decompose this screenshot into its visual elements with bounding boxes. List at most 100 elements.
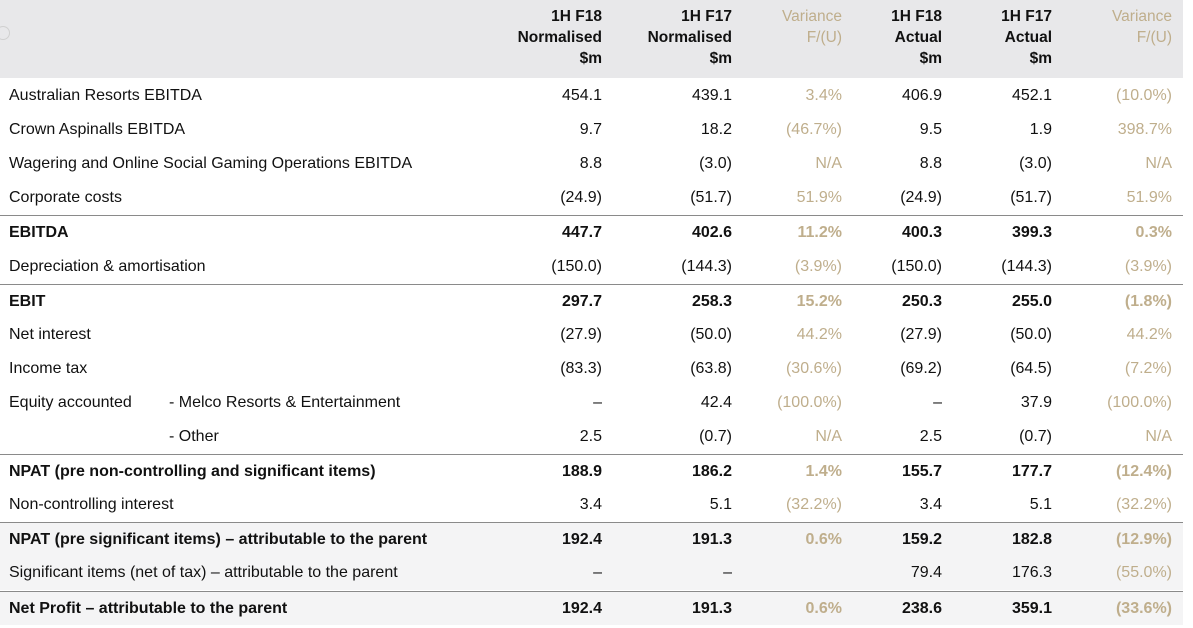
cell-f17-actual: 176.3 [1011, 564, 1052, 582]
cell-variance-actual: (1.8%) [1124, 292, 1172, 310]
cell-f17-normalised: 191.3 [691, 599, 732, 617]
header-1h-f18-normalised: 1H F18 Normalised $m [517, 8, 602, 67]
header-1h-f17-normalised: 1H F17 Normalised $m [647, 8, 732, 67]
cell-f17-actual: (0.7) [1019, 428, 1052, 445]
row-label: Income tax [9, 359, 88, 377]
cell-f17-normalised: 439.1 [691, 87, 732, 104]
table-row: NPAT (pre non-controlling and significan… [0, 454, 1183, 488]
table-row: Net Profit – attributable to the parent 1… [0, 590, 1183, 625]
cell-variance-normalised: 11.2% [797, 224, 842, 242]
cell-variance-actual: (7.2%) [1124, 359, 1172, 377]
cell-f18-normalised: 447.7 [561, 224, 602, 242]
cell-f17-actual: 255.0 [1011, 292, 1052, 310]
cell-f17-actual: 37.9 [1020, 393, 1052, 411]
cell-f17-actual: (50.0) [1010, 325, 1052, 343]
cell-f18-actual: 238.6 [901, 599, 942, 617]
cell-f17-actual: 182.8 [1011, 531, 1052, 549]
cell-f17-actual: 399.3 [1011, 224, 1052, 242]
cell-variance-normalised: 0.6% [805, 599, 842, 617]
table-row: Corporate costs (24.9) (51.7) 51.9% (24.9) (5… [0, 181, 1183, 215]
cell-f18-actual: 400.3 [901, 224, 942, 242]
cell-f18-actual: 250.3 [901, 292, 942, 310]
row-label: Equity accounted [9, 393, 132, 411]
cell-f17-actual: (51.7) [1010, 189, 1052, 207]
cell-f17-normalised: (63.8) [690, 359, 732, 377]
table-row: Net interest (27.9) (50.0) 44.2% (27.9) (50.0… [0, 318, 1183, 352]
cell-f17-actual: 359.1 [1011, 599, 1052, 617]
cell-variance-actual: 0.3% [1135, 224, 1172, 242]
cell-f18-normalised: 8.8 [579, 155, 602, 173]
table-row: Crown Aspinalls EBITDA 9.7 18.2 (46.7%) 9.5 1… [0, 113, 1183, 147]
table-row: Income tax (83.3) (63.8) (30.6%) (69.2) (64.5… [0, 352, 1183, 386]
cell-f17-normalised: (50.0) [690, 325, 732, 343]
cell-f17-actual: 177.7 [1011, 463, 1052, 481]
cell-variance-actual: (3.9%) [1124, 257, 1172, 275]
cell-f18-actual: 79.4 [910, 564, 942, 582]
cell-variance-actual: N/A [1145, 428, 1172, 445]
cell-f18-actual: (150.0) [891, 257, 942, 275]
table-row: Significant items (net of tax) – attribu… [0, 556, 1183, 591]
row-sublabel: - Other [169, 428, 219, 445]
cell-f17-normalised: – [723, 564, 732, 582]
cell-f17-normalised: 18.2 [700, 121, 732, 139]
cell-f17-normalised: 5.1 [709, 496, 732, 514]
cell-f18-normalised: 454.1 [561, 87, 602, 104]
cell-variance-normalised: 51.9% [796, 189, 842, 207]
cell-f18-actual: (27.9) [900, 325, 942, 343]
cell-variance-actual: (100.0%) [1107, 393, 1172, 411]
row-label: Crown Aspinalls EBITDA [9, 121, 186, 139]
cell-variance-actual: (10.0%) [1115, 87, 1172, 104]
cell-f18-normalised: 9.7 [579, 121, 602, 139]
table-row: Wagering and Online Social Gaming Operat… [0, 147, 1183, 181]
cell-f17-actual: 1.9 [1029, 121, 1052, 139]
cell-variance-normalised: 3.4% [805, 87, 842, 104]
cell-f17-normalised: (3.0) [699, 155, 732, 173]
cell-variance-normalised: (46.7%) [785, 121, 842, 139]
cell-f17-normalised: 258.3 [691, 292, 732, 310]
refresh-icon [0, 26, 10, 40]
cell-f17-actual: (3.0) [1019, 155, 1052, 173]
cell-variance-normalised: 15.2% [796, 292, 842, 310]
cell-f17-actual: (64.5) [1010, 359, 1052, 377]
table-row: Equity accounted - Melco Resorts & Entert… [0, 386, 1183, 420]
cell-f17-actual: 5.1 [1029, 496, 1052, 514]
cell-f18-normalised: 297.7 [561, 292, 602, 310]
row-label: Significant items (net of tax) – attribu… [9, 564, 398, 582]
cell-variance-actual: 398.7% [1117, 121, 1172, 139]
row-label: EBIT [9, 292, 46, 310]
cell-variance-actual: 51.9% [1126, 189, 1172, 207]
cell-f18-normalised: 2.5 [579, 428, 602, 445]
row-label: Depreciation & amortisation [9, 257, 206, 275]
cell-f18-actual: – [933, 393, 942, 411]
cell-f17-normalised: 42.4 [700, 393, 732, 411]
cell-variance-normalised: (3.9%) [794, 257, 842, 275]
row-label: Net interest [9, 325, 91, 343]
cell-variance-normalised: (32.2%) [785, 496, 842, 514]
cell-f18-actual: 155.7 [901, 463, 942, 481]
row-label: Australian Resorts EBITDA [9, 87, 202, 104]
cell-f17-actual: 452.1 [1011, 87, 1052, 104]
header-variance-actual: Variance F/(U) [1111, 8, 1172, 46]
table-header: 1H F18 Normalised $m 1H F17 Normalised $… [0, 0, 1183, 78]
cell-variance-normalised: 0.6% [805, 531, 842, 549]
table-row: - Other 2.5 (0.7) N/A 2.5 (0.7) N/A [0, 420, 1183, 454]
cell-variance-normalised: 1.4% [805, 463, 842, 481]
cell-f18-normalised: (27.9) [560, 325, 602, 343]
cell-f18-normalised: 3.4 [579, 496, 602, 514]
row-sublabel: - Melco Resorts & Entertainment [169, 393, 401, 411]
cell-f18-normalised: (150.0) [551, 257, 602, 275]
cell-f17-normalised: (51.7) [690, 189, 732, 207]
table-row: Depreciation & amortisation (150.0) (144.3… [0, 250, 1183, 284]
cell-f18-actual: 3.4 [919, 496, 942, 514]
table-row: EBITDA 447.7 402.6 11.2% 400.3 399.3 0.3% [0, 215, 1183, 249]
cell-variance-actual: 44.2% [1126, 325, 1172, 343]
cell-f18-actual: 2.5 [919, 428, 942, 445]
table-row: Non-controlling interest 3.4 5.1 (32.2%) 3.4… [0, 488, 1183, 522]
header-variance-normalised: Variance F/(U) [781, 8, 842, 46]
cell-f18-normalised: – [593, 393, 602, 411]
row-label: Corporate costs [9, 189, 122, 207]
cell-f17-actual: (144.3) [1001, 257, 1052, 275]
row-label: Non-controlling interest [9, 496, 174, 514]
cell-variance-actual: (55.0%) [1115, 564, 1172, 582]
table-row: NPAT (pre significant items) – attributa… [0, 522, 1183, 557]
